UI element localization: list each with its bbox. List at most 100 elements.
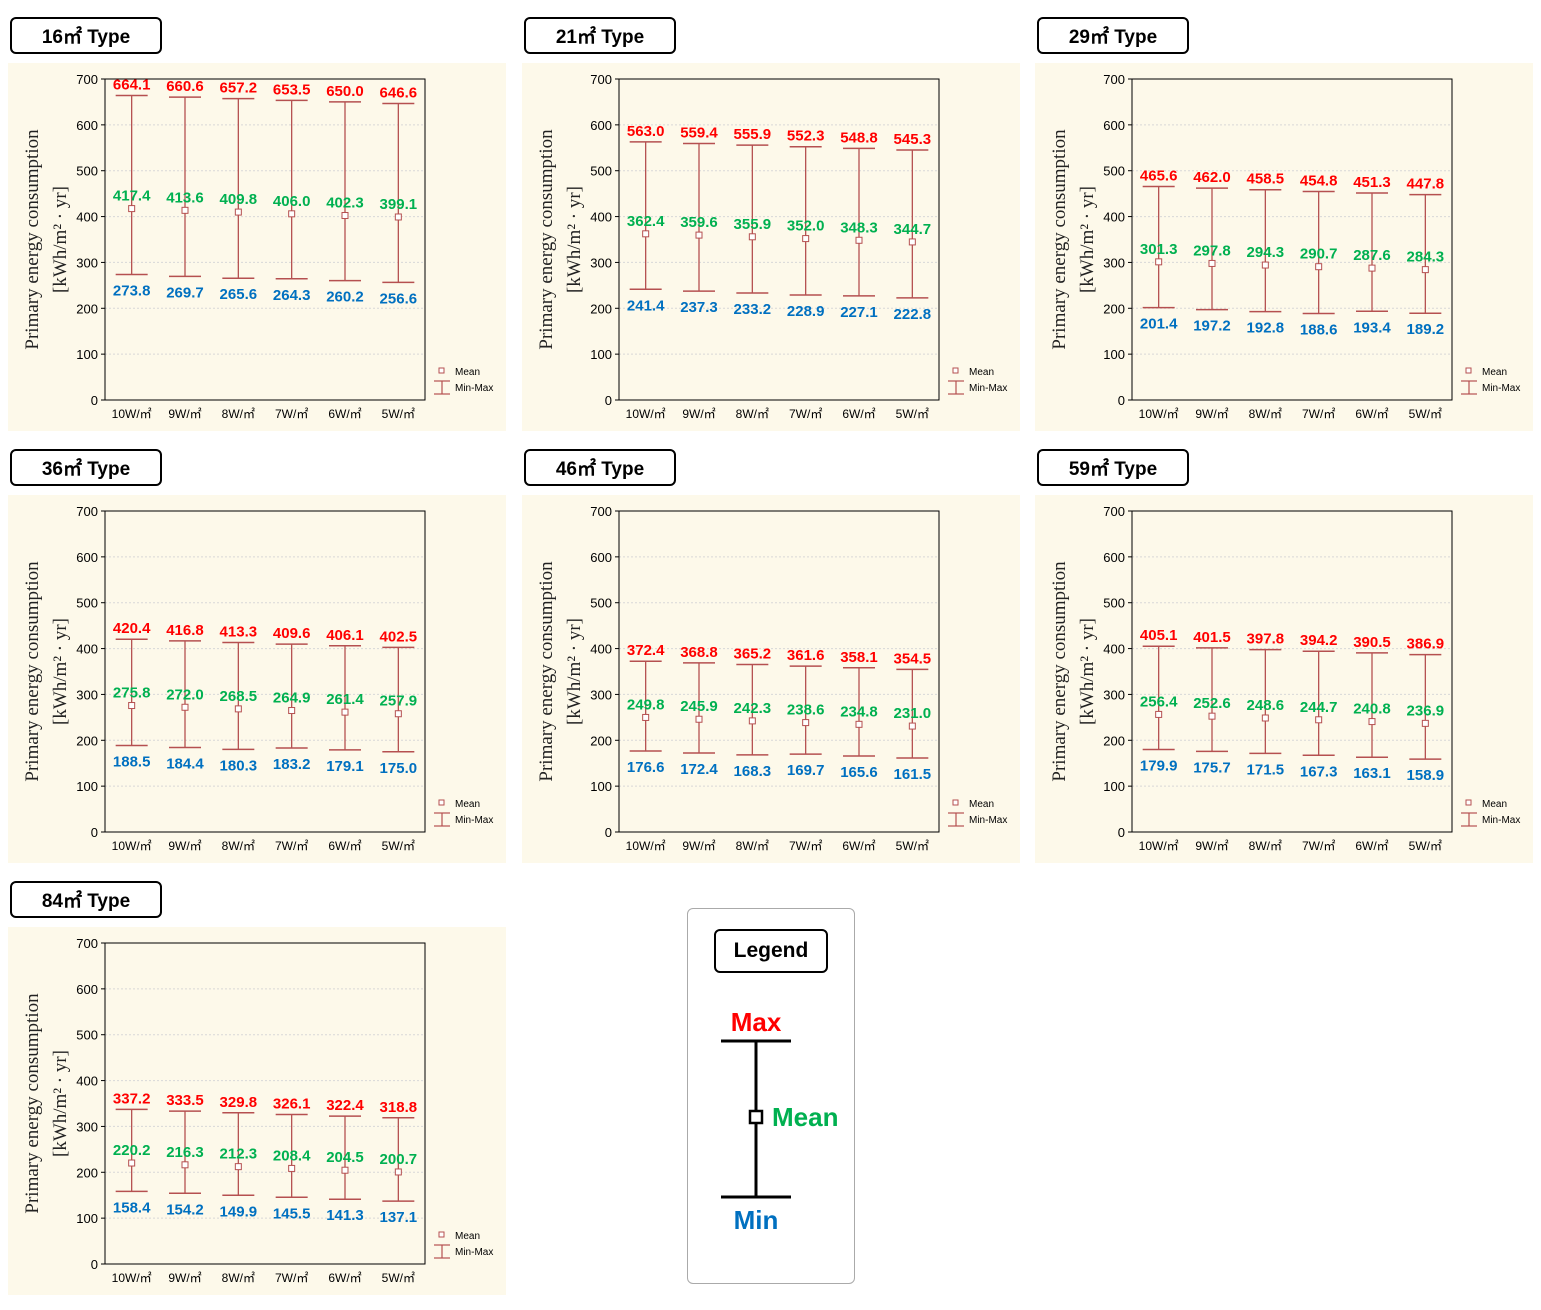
small-legend-mean-marker bbox=[438, 367, 445, 374]
mean-marker bbox=[1315, 263, 1323, 271]
min-value-label: 163.1 bbox=[1353, 765, 1391, 782]
y-tick-label: 500 bbox=[1103, 164, 1125, 179]
legend-max-label: Max bbox=[731, 1007, 782, 1037]
small-legend-minmax: Min-Max bbox=[969, 383, 1007, 394]
y-tick-label: 100 bbox=[590, 347, 612, 362]
x-tick-label: 10W/㎡ bbox=[112, 1271, 152, 1285]
y-tick-label: 400 bbox=[76, 642, 98, 657]
min-value-label: 172.4 bbox=[680, 761, 718, 778]
legend-min-label: Min bbox=[734, 1205, 779, 1235]
mean-value-label: 290.7 bbox=[1300, 246, 1338, 263]
min-value-label: 179.9 bbox=[1140, 758, 1178, 775]
mean-value-label: 264.9 bbox=[273, 690, 311, 707]
small-legend-mean: Mean bbox=[455, 367, 480, 378]
mean-marker bbox=[1368, 264, 1376, 272]
small-legend-mean: Mean bbox=[969, 799, 994, 810]
mean-marker bbox=[234, 208, 242, 216]
chart-svg: 0 100 200 300 400 500 600 700 Primary energy con… bbox=[1049, 504, 1520, 853]
mean-marker bbox=[748, 717, 756, 725]
chart-svg: 0 100 200 300 400 500 600 700 Primary energy con… bbox=[22, 936, 493, 1285]
y-axis-unit: [kWh/m² · yr] bbox=[564, 618, 585, 725]
x-tick-label: 10W/㎡ bbox=[1139, 839, 1179, 853]
y-axis-unit: [kWh/m² · yr] bbox=[564, 186, 585, 293]
x-tick-label: 9W/㎡ bbox=[682, 839, 715, 853]
min-value-label: 175.0 bbox=[380, 760, 418, 777]
mean-marker bbox=[748, 233, 756, 241]
small-legend-mean: Mean bbox=[969, 367, 994, 378]
mean-marker bbox=[855, 236, 863, 244]
y-tick-label: 700 bbox=[590, 504, 612, 519]
y-tick-label: 100 bbox=[1103, 779, 1125, 794]
max-value-label: 402.5 bbox=[380, 628, 418, 645]
max-value-label: 664.1 bbox=[113, 76, 151, 93]
x-tick-label: 5W/㎡ bbox=[382, 839, 415, 853]
mean-marker bbox=[181, 1161, 189, 1169]
small-legend-mean: Mean bbox=[455, 799, 480, 810]
max-value-label: 326.1 bbox=[273, 1095, 311, 1112]
plot-frame bbox=[1131, 78, 1453, 401]
y-tick-label: 700 bbox=[76, 72, 98, 87]
x-tick-label: 8W/㎡ bbox=[1249, 407, 1282, 421]
min-value-label: 161.5 bbox=[894, 766, 932, 783]
chart-background bbox=[1035, 495, 1533, 863]
max-value-label: 333.5 bbox=[166, 1092, 204, 1109]
y-tick-label: 500 bbox=[590, 164, 612, 179]
max-value-label: 354.5 bbox=[894, 650, 932, 667]
min-value-label: 256.6 bbox=[380, 290, 418, 307]
mean-marker bbox=[1421, 719, 1429, 727]
min-value-label: 179.1 bbox=[326, 758, 364, 775]
y-tick-label: 0 bbox=[91, 393, 98, 408]
x-tick-label: 8W/㎡ bbox=[222, 1271, 255, 1285]
min-value-label: 141.3 bbox=[326, 1207, 364, 1224]
mean-value-label: 240.8 bbox=[1353, 701, 1391, 718]
small-legend-mean-marker bbox=[438, 1231, 445, 1238]
max-value-label: 660.6 bbox=[166, 78, 204, 95]
chart-panel: 16㎡ Type 0 100 200 300 400 500 600 700 Primary en… bbox=[8, 15, 508, 433]
min-value-label: 184.4 bbox=[166, 755, 204, 772]
x-tick-label: 8W/㎡ bbox=[736, 407, 769, 421]
min-value-label: 264.3 bbox=[273, 287, 311, 304]
y-tick-label: 400 bbox=[590, 642, 612, 657]
max-value-label: 545.3 bbox=[894, 131, 932, 148]
mean-value-label: 249.8 bbox=[627, 696, 665, 713]
chart-background bbox=[1035, 63, 1533, 431]
max-value-label: 646.6 bbox=[380, 84, 418, 101]
mean-value-label: 234.8 bbox=[840, 703, 878, 720]
max-value-label: 397.8 bbox=[1247, 631, 1285, 648]
mean-value-label: 252.6 bbox=[1193, 695, 1231, 712]
mean-value-label: 231.0 bbox=[894, 705, 932, 722]
mean-marker bbox=[1261, 714, 1269, 722]
min-value-label: 154.2 bbox=[166, 1201, 204, 1218]
max-value-label: 409.6 bbox=[273, 625, 311, 642]
y-tick-label: 500 bbox=[76, 164, 98, 179]
chart-panel: 84㎡ Type 0 100 200 300 400 500 600 700 Primary en… bbox=[8, 879, 508, 1297]
mean-marker bbox=[288, 210, 296, 218]
y-tick-label: 600 bbox=[76, 982, 98, 997]
plot-frame bbox=[1131, 510, 1453, 833]
y-tick-label: 700 bbox=[1103, 504, 1125, 519]
min-value-label: 149.9 bbox=[220, 1203, 258, 1220]
y-tick-label: 300 bbox=[76, 255, 98, 270]
x-tick-label: 10W/㎡ bbox=[1139, 407, 1179, 421]
min-value-label: 192.8 bbox=[1247, 320, 1285, 337]
chart-background bbox=[522, 495, 1020, 863]
chart-title: 16㎡ Type bbox=[10, 17, 162, 54]
mean-value-label: 287.6 bbox=[1353, 247, 1391, 264]
chart-panel: 29㎡ Type 0 100 200 300 400 500 600 700 Primary en… bbox=[1035, 15, 1535, 433]
y-tick-label: 100 bbox=[76, 779, 98, 794]
x-tick-label: 5W/㎡ bbox=[1409, 407, 1442, 421]
y-tick-label: 200 bbox=[76, 1165, 98, 1180]
max-value-label: 462.0 bbox=[1193, 169, 1231, 186]
min-value-label: 237.3 bbox=[680, 299, 718, 316]
mean-value-label: 275.8 bbox=[113, 685, 151, 702]
chart-panel: 36㎡ Type 0 100 200 300 400 500 600 700 Primary en… bbox=[8, 447, 508, 865]
max-value-label: 552.3 bbox=[787, 128, 825, 145]
mean-marker bbox=[341, 1166, 349, 1174]
x-tick-label: 6W/㎡ bbox=[842, 839, 875, 853]
mean-marker bbox=[288, 1164, 296, 1172]
max-value-label: 405.1 bbox=[1140, 627, 1178, 644]
y-axis-label: Primary energy consumption bbox=[22, 993, 43, 1214]
x-tick-label: 7W/㎡ bbox=[275, 839, 308, 853]
max-value-label: 465.6 bbox=[1140, 167, 1178, 184]
mean-value-label: 216.3 bbox=[166, 1144, 204, 1161]
